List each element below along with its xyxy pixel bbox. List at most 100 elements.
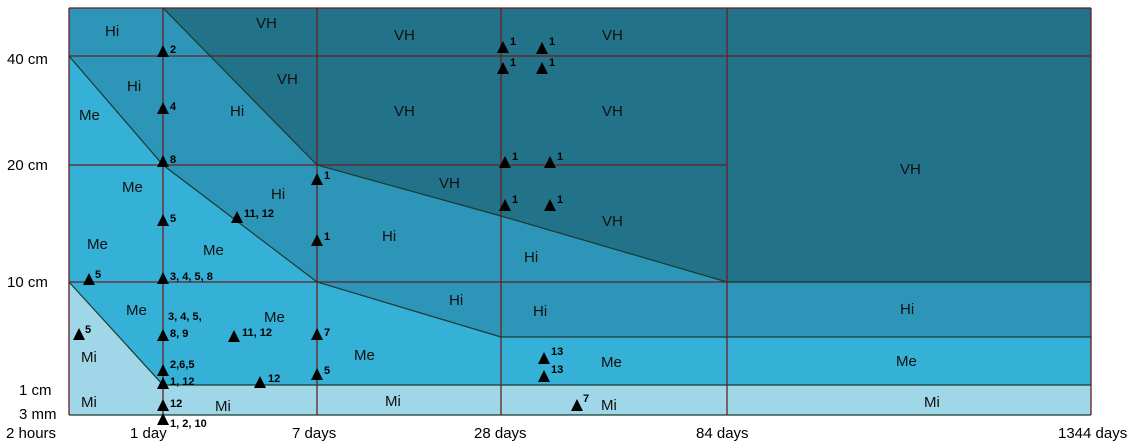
triangle-marker [157,413,169,425]
zone-label-mi: Mi [601,397,617,414]
zone-mi-bottom [69,385,1091,415]
zone-label-hi: Hi [382,228,396,245]
triangle-marker [497,62,509,74]
y-axis-label: 1 cm [19,382,52,399]
boundary-lines [68,7,1091,416]
zone-label-vh: VH [394,103,415,120]
zone-label-me: Me [122,179,143,196]
triangle-marker [157,155,169,167]
marker-label: 11, 12 [242,327,272,339]
marker-label: 12 [170,398,182,410]
marker-label: 1 [510,36,516,48]
marker-label: 2 [170,44,176,56]
x-axis-label: 84 days [696,425,749,441]
triangle-marker [544,199,556,211]
triangle-marker [536,62,548,74]
triangle-marker [311,328,323,340]
x-axis-label: 1 day [130,425,167,441]
zone-label-vh: VH [602,103,623,120]
zone-label-hi: Hi [127,78,141,95]
triangle-marker [499,199,511,211]
zone-label-mi: Mi [81,394,97,411]
zone-label-me: Me [354,347,375,364]
zone-label-hi: Hi [533,303,547,320]
x-axis-label: 7 days [292,425,336,441]
marker-label: 2,6,5 [170,359,194,371]
triangle-marker [157,45,169,57]
marker-label: 5 [95,269,101,281]
zone-hi-main [69,8,727,337]
zone-label-me: Me [601,354,622,371]
zone-label-hi: Hi [524,249,538,266]
triangle-marker [544,156,556,168]
zone-label-me: Me [896,353,917,370]
marker-label: 12 [268,373,280,385]
marker-label: 7 [583,393,589,405]
zone-label-vh: VH [439,175,460,192]
marker-label: 8, 9 [170,328,188,340]
zone-label-me: Me [264,309,285,326]
x-axis-label: 1344 days [1058,425,1127,441]
triangle-marker [157,364,169,376]
zone-label-mi: Mi [385,393,401,410]
triangle-marker [499,156,511,168]
x-axis-label: 28 days [474,425,527,441]
marker-label: 3, 4, 5, [168,311,202,323]
marker-label: 5 [85,324,91,336]
triangle-marker [157,214,169,226]
zone-label-mi: Mi [924,394,940,411]
triangle-marker [254,376,266,388]
triangle-marker [497,41,509,53]
y-axis: 40 cm 20 cm 10 cm 1 cm 3 mm [7,51,57,423]
zone-label-hi: Hi [900,301,914,318]
zone-label-vh: VH [900,161,921,178]
marker-label: 7 [324,327,330,339]
zone-label-hi: Hi [271,186,285,203]
marker-label: 13 [551,346,563,358]
marker-label: 1, 12 [170,376,194,388]
triangle-marker [571,399,583,411]
marker-label: 1 [549,57,555,69]
zone-label-vh: VH [602,213,623,230]
zone-label-me: Me [126,302,147,319]
zone-label-vh: VH [602,27,623,44]
zone-label-me: Me [79,107,100,124]
marker-label: 4 [170,101,177,113]
boundary-hi-me [68,55,1091,338]
band-hi-right [727,282,1091,337]
triangle-marker [157,399,169,411]
marker-label: 1 [557,194,563,206]
zone-labels: Hi VH VH VH Hi VH Me Hi VH VH Me Hi VH V… [79,15,940,415]
zone-label-vh: VH [277,71,298,88]
marker-points: 2 4 8 5 3, 4, 5, 8 3, 4, 5, 8, 9 2,6,5 1… [73,36,589,430]
zone-label-hi: Hi [230,103,244,120]
marker-label: 13 [551,364,563,376]
y-axis-label: 3 mm [19,406,57,423]
marker-label: 1 [324,231,330,243]
triangle-marker [83,273,95,285]
x-axis: 2 hours 1 day 7 days 28 days 84 days 134… [6,425,1127,441]
y-axis-label: 10 cm [7,274,48,291]
marker-label: 11, 12 [244,208,274,220]
y-axis-label: 40 cm [7,51,48,68]
zone-label-vh: VH [256,15,277,32]
marker-label: 1 [512,194,518,206]
zone-label-mi: Mi [81,349,97,366]
zone-label-vh: VH [394,27,415,44]
marker-label: 1 [510,57,516,69]
triangle-marker [536,42,548,54]
marker-label: 5 [324,365,330,377]
boundary-vh-hi [162,7,1091,283]
marker-label: 1, 2, 10 [170,418,207,430]
marker-label: 1 [549,36,555,48]
marker-label: 8 [170,154,176,166]
marker-label: 1 [557,151,563,163]
band-vh-right [727,8,1091,282]
zone-label-hi: Hi [449,292,463,309]
triangle-marker [311,368,323,380]
zone-label-hi: Hi [105,23,119,40]
triangle-marker [538,352,550,364]
zone-label-me: Me [87,236,108,253]
marker-label: 5 [170,213,176,225]
triangle-marker [231,211,243,223]
